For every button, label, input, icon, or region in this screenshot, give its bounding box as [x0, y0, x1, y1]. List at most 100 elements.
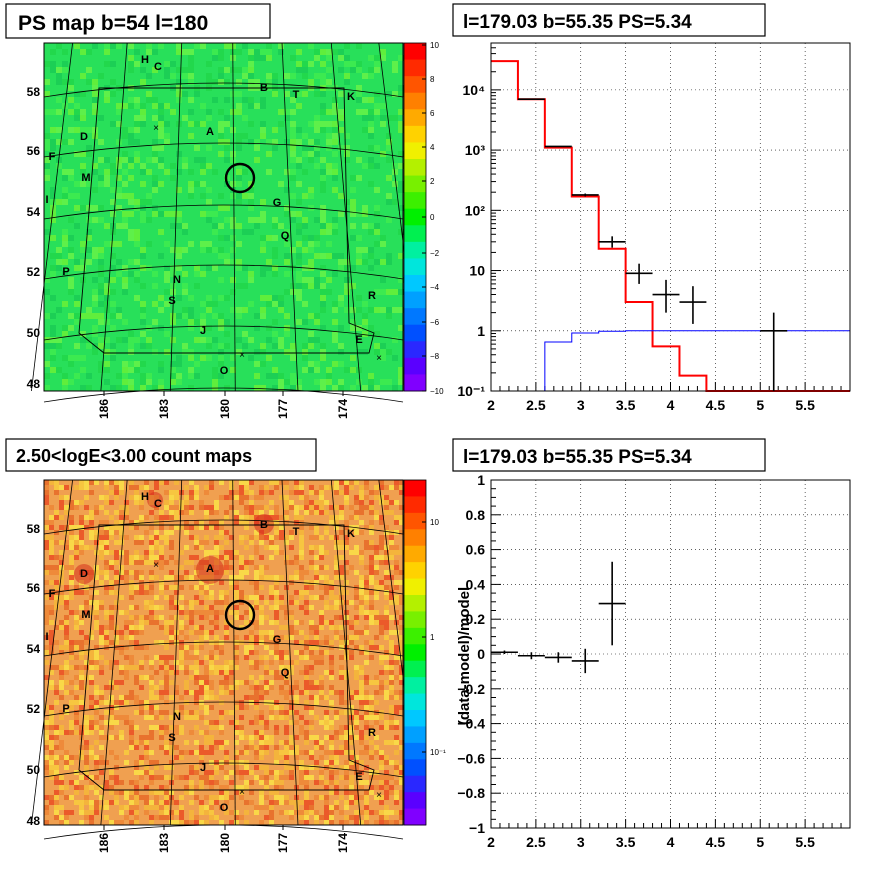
map-pixel — [152, 157, 158, 163]
map-pixel — [79, 640, 84, 645]
map-pixel — [139, 740, 144, 745]
map-pixel — [199, 810, 204, 815]
map-pixel — [314, 500, 319, 505]
x-tick-label: 5.5 — [795, 397, 815, 413]
map-pixel — [398, 277, 404, 283]
map-pixel — [399, 690, 404, 695]
map-pixel — [134, 790, 139, 795]
map-pixel — [249, 630, 254, 635]
map-pixel — [44, 133, 50, 139]
map-pixel — [304, 675, 309, 680]
map-pixel — [59, 790, 64, 795]
map-pixel — [204, 770, 209, 775]
map-pixel — [338, 379, 344, 385]
latitude-line — [43, 701, 404, 717]
map-pixel — [84, 790, 89, 795]
map-pixel — [332, 175, 338, 181]
map-pixel — [236, 133, 242, 139]
map-pixel — [184, 790, 189, 795]
map-pixel — [114, 540, 119, 545]
map-pixel — [368, 331, 374, 337]
map-pixel — [54, 800, 59, 805]
map-pixel — [364, 495, 369, 500]
map-pixel — [59, 620, 64, 625]
map-pixel — [184, 610, 189, 615]
map-pixel — [332, 271, 338, 277]
map-pixel — [294, 505, 299, 510]
map-pixel — [59, 565, 64, 570]
map-pixel — [369, 790, 374, 795]
map-pixel — [218, 343, 224, 349]
map-pixel — [374, 55, 380, 61]
map-pixel — [369, 575, 374, 580]
map-pixel — [89, 660, 94, 665]
map-pixel — [384, 500, 389, 505]
map-pixel — [98, 301, 104, 307]
map-pixel — [188, 109, 194, 115]
map-pixel — [274, 535, 279, 540]
map-pixel — [344, 570, 349, 575]
colorbar-tick-label: 8 — [430, 75, 435, 84]
map-pixel — [54, 730, 59, 735]
map-pixel — [320, 211, 326, 217]
map-pixel — [289, 660, 294, 665]
map-pixel — [309, 670, 314, 675]
map-pixel — [44, 277, 50, 283]
map-pixel — [104, 367, 110, 373]
map-pixel — [334, 485, 339, 490]
map-pixel — [239, 595, 244, 600]
map-pixel — [144, 800, 149, 805]
map-pixel — [244, 610, 249, 615]
map-pixel — [164, 575, 169, 580]
map-pixel — [242, 169, 248, 175]
map-pixel — [364, 565, 369, 570]
map-pixel — [174, 510, 179, 515]
map-pixel — [164, 670, 169, 675]
latitude-line — [43, 142, 404, 158]
colorbar-swatch — [404, 192, 426, 210]
map-pixel — [289, 595, 294, 600]
map-pixel — [236, 163, 242, 169]
map-pixel — [204, 730, 209, 735]
map-pixel — [109, 735, 114, 740]
map-pixel — [369, 530, 374, 535]
map-pixel — [344, 525, 349, 530]
map-pixel — [389, 485, 394, 490]
map-pixel — [68, 169, 74, 175]
map-pixel — [200, 211, 206, 217]
map-pixel — [134, 630, 139, 635]
map-pixel — [234, 770, 239, 775]
map-pixel — [74, 615, 79, 620]
map-pixel — [239, 680, 244, 685]
map-pixel — [339, 625, 344, 630]
map-pixel — [134, 605, 139, 610]
map-pixel — [338, 55, 344, 61]
map-pixel — [68, 109, 74, 115]
map-pixel — [176, 217, 182, 223]
map-pixel — [264, 740, 269, 745]
map-pixel — [144, 765, 149, 770]
map-pixel — [254, 810, 259, 815]
map-pixel — [169, 575, 174, 580]
map-pixel — [92, 217, 98, 223]
map-pixel — [224, 740, 229, 745]
map-pixel — [164, 241, 170, 247]
map-pixel — [260, 199, 266, 205]
map-pixel — [128, 103, 134, 109]
map-pixel — [164, 730, 169, 735]
map-pixel — [234, 615, 239, 620]
map-pixel — [69, 515, 74, 520]
map-pixel — [259, 755, 264, 760]
y-tick-label: 10⁻¹ — [457, 383, 485, 399]
map-pixel — [254, 505, 259, 510]
map-pixel — [164, 265, 170, 271]
map-pixel — [144, 490, 149, 495]
map-pixel — [84, 765, 89, 770]
map-pixel — [189, 790, 194, 795]
map-pixel — [68, 79, 74, 85]
map-pixel — [64, 620, 69, 625]
map-pixel — [319, 485, 324, 490]
map-pixel — [399, 570, 404, 575]
map-pixel — [296, 319, 302, 325]
map-pixel — [284, 690, 289, 695]
